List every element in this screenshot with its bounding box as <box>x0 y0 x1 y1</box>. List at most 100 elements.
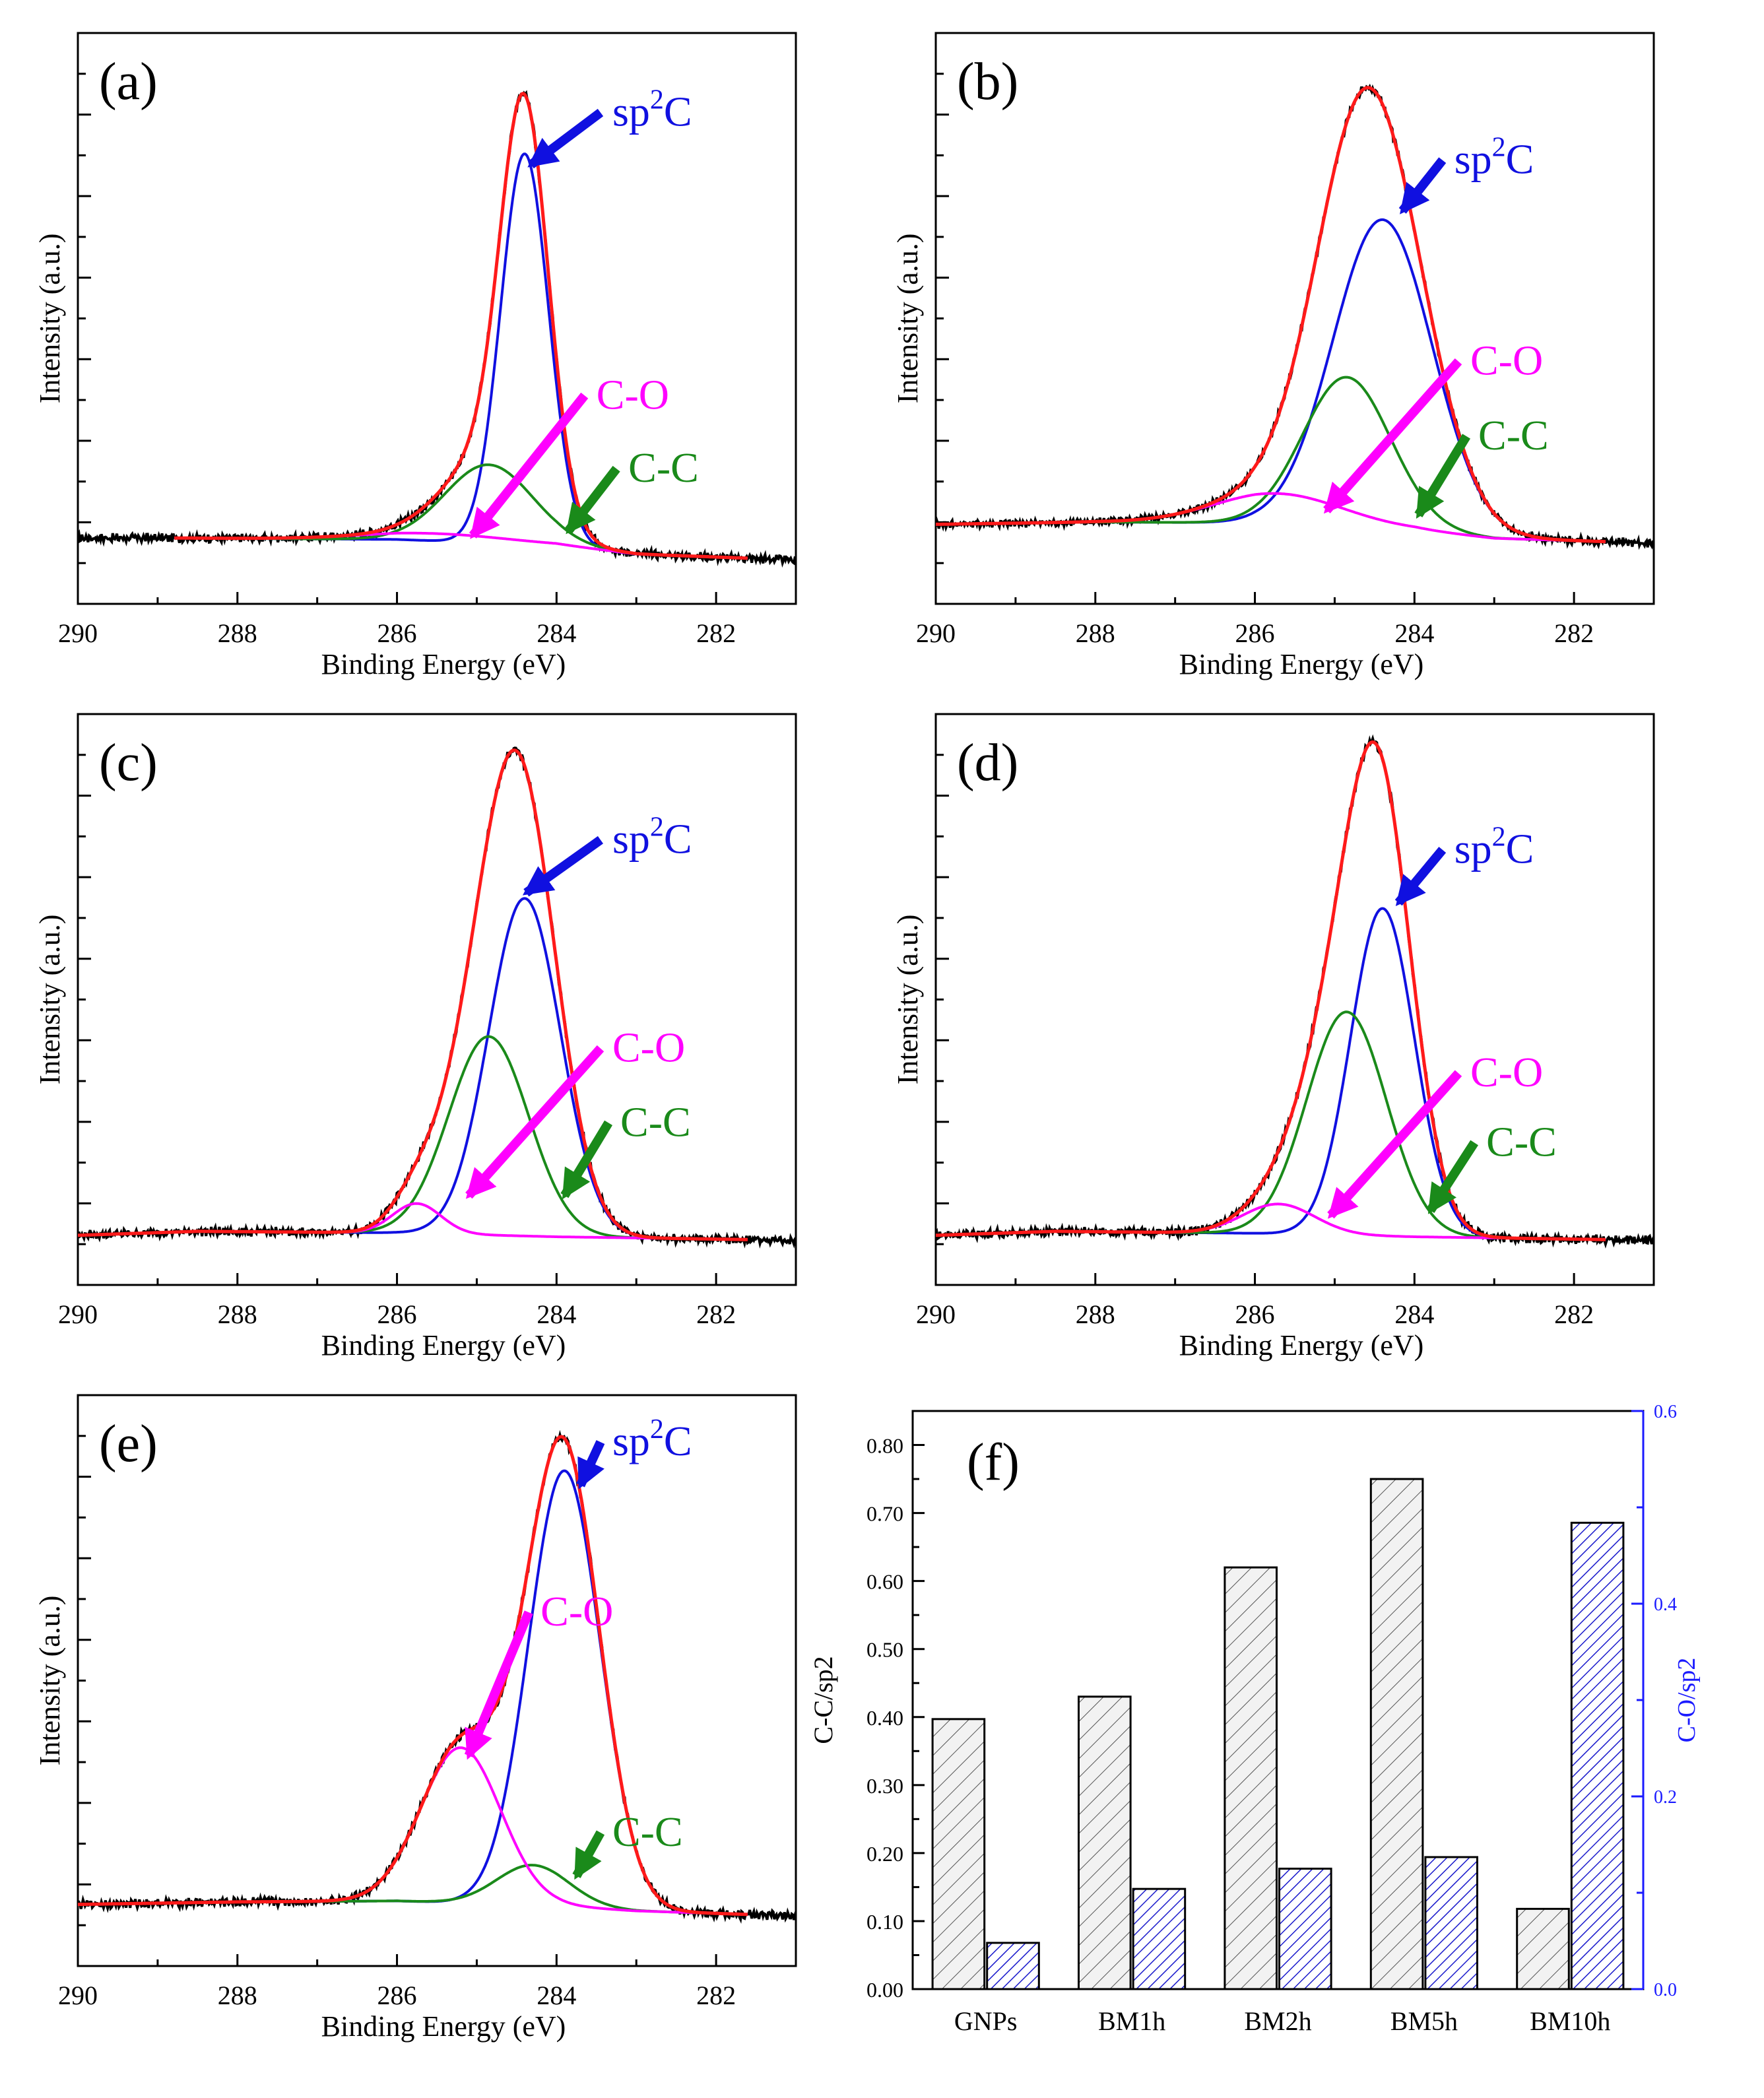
x-tick-label: 286 <box>377 1981 417 2010</box>
annotation-label: C-C <box>612 1808 683 1855</box>
x-tick-label: 288 <box>218 1981 257 2010</box>
annotation-label: sp2C <box>612 1414 692 1464</box>
annotation-tail: C <box>664 88 692 135</box>
y-tick-label: 0.60 <box>866 1570 903 1594</box>
x-axis-label: Binding Energy (eV) <box>321 2010 566 2043</box>
plot-frame <box>911 1410 1645 1990</box>
experimental-curve <box>936 83 1654 550</box>
experimental-curve <box>936 734 1654 1249</box>
y-axis-label: C-C/sp2 <box>808 1656 838 1744</box>
panel-label: (c) <box>99 734 158 792</box>
x-tick-label: 284 <box>1394 1299 1434 1329</box>
annotation-tail: C <box>1506 136 1534 183</box>
panel-label: (a) <box>99 53 158 111</box>
plot-area <box>78 90 796 568</box>
category-label: BM5h <box>1390 2006 1458 2036</box>
x-tick-label: 284 <box>537 1299 576 1329</box>
y-right-tick-label: 0.2 <box>1654 1787 1677 1808</box>
y-right-tick-label: 0.0 <box>1654 1980 1677 2000</box>
bar-co-sp2 <box>1132 1887 1187 1990</box>
annotation-tail: C <box>1506 826 1534 872</box>
bar-co-sp2 <box>1278 1868 1332 1990</box>
plot-frame <box>934 713 1655 1286</box>
fit-envelope <box>936 86 1606 544</box>
annotation-arrow <box>1426 1140 1479 1214</box>
bar-cc-sp2 <box>931 1718 986 1990</box>
y-tick-label: 0.50 <box>866 1638 903 1662</box>
annotation-arrow <box>1327 1070 1462 1219</box>
xps-panel-b: 290 288 286 284 282 Binding Energy (eV) Intens… <box>892 32 1655 680</box>
annotation-label: sp2C <box>1454 133 1534 183</box>
x-tick-label: 282 <box>696 618 736 648</box>
category-label: BM2h <box>1244 2006 1311 2036</box>
annotation-label: C-O <box>612 1024 685 1071</box>
peak-c-c <box>936 376 1606 543</box>
y-tick-label: 0.20 <box>866 1842 903 1866</box>
y-axis-label: Intensity (a.u.) <box>34 915 66 1085</box>
y-axis-label: Intensity (a.u.) <box>34 234 66 404</box>
x-tick-label: 284 <box>1394 618 1434 648</box>
bar-panel-f: 0.00 0.10 0.20 0.30 0.40 0.50 0.60 0.70 0.80 0.0 0… <box>808 1402 1701 2036</box>
plot-frame <box>934 32 1655 605</box>
annotation-arrow <box>564 465 620 535</box>
annotation-main: sp <box>1454 826 1492 872</box>
annotation-main: sp <box>612 816 650 863</box>
plot-area <box>78 1429 796 1924</box>
annotation-label: C-C <box>628 444 699 491</box>
category-label: BM10h <box>1530 2006 1610 2036</box>
plot-frame <box>77 1394 797 1967</box>
annotation-label: C-O <box>1470 337 1543 384</box>
annotation-superscript: 2 <box>650 84 664 115</box>
y-axis-label: Intensity (a.u.) <box>34 1596 66 1766</box>
annotation-arrow <box>1398 157 1447 214</box>
xps-panel-d: 290 288 286 284 282 Binding Energy (eV) Intens… <box>892 713 1655 1361</box>
annotation-arrow <box>572 1830 605 1880</box>
x-tick-label: 290 <box>58 618 98 648</box>
x-tick-label: 286 <box>1235 1299 1275 1329</box>
annotation-label: C-C <box>620 1098 691 1145</box>
experimental-curve <box>78 1429 796 1924</box>
x-tick-label: 290 <box>58 1299 98 1329</box>
x-axis-label: Binding Energy (eV) <box>1179 648 1424 680</box>
annotation-arrow <box>1394 847 1447 906</box>
plot-area <box>936 83 1654 550</box>
y-axis-label: Intensity (a.u.) <box>892 915 924 1085</box>
x-tick-label: 290 <box>916 618 956 648</box>
annotation-arrow <box>1323 358 1462 514</box>
xps-panel-c: 290 288 286 284 282 Binding Energy (eV) Intens… <box>34 713 797 1361</box>
bar-co-sp2 <box>1424 1856 1478 1990</box>
y-right-tick-label: 0.4 <box>1654 1594 1677 1615</box>
y-right-tick-label: 0.6 <box>1654 1402 1677 1422</box>
y-tick-label: 0.00 <box>866 1978 903 2002</box>
peak-sp2c <box>174 152 748 560</box>
annotation-label: C-O <box>1470 1049 1543 1096</box>
plot-area <box>78 746 796 1249</box>
panel-label: (b) <box>957 53 1018 111</box>
bar-cc-sp2 <box>1369 1478 1424 1990</box>
category-label: GNPs <box>954 2006 1018 2036</box>
annotation-label: C-O <box>540 1588 613 1635</box>
xps-panel-a: 290 288 286 284 282 Binding Energy (eV) Intens… <box>34 32 797 680</box>
x-tick-label: 290 <box>58 1981 98 2010</box>
x-tick-label: 284 <box>537 1981 576 2010</box>
plot-frame <box>77 713 797 1286</box>
annotation-superscript: 2 <box>1492 133 1506 163</box>
annotation-label: C-O <box>597 371 669 418</box>
bar-co-sp2 <box>986 1942 1040 1990</box>
annotation-superscript: 2 <box>650 1414 664 1445</box>
fit-envelope <box>174 92 748 560</box>
annotation-arrow <box>469 392 589 539</box>
fit-envelope <box>78 748 748 1241</box>
fit-envelope <box>78 1435 748 1917</box>
annotation-label: C-C <box>1486 1118 1557 1165</box>
x-tick-label: 288 <box>1076 618 1115 648</box>
annotation-main: sp <box>612 88 650 135</box>
x-tick-label: 290 <box>916 1299 956 1329</box>
plot-area <box>936 734 1654 1249</box>
y-tick-label: 0.80 <box>866 1434 903 1458</box>
bar-cc-sp2 <box>1224 1566 1278 1990</box>
fit-envelope <box>936 740 1606 1241</box>
x-tick-label: 286 <box>1235 618 1275 648</box>
category-label: BM1h <box>1098 2006 1165 2036</box>
